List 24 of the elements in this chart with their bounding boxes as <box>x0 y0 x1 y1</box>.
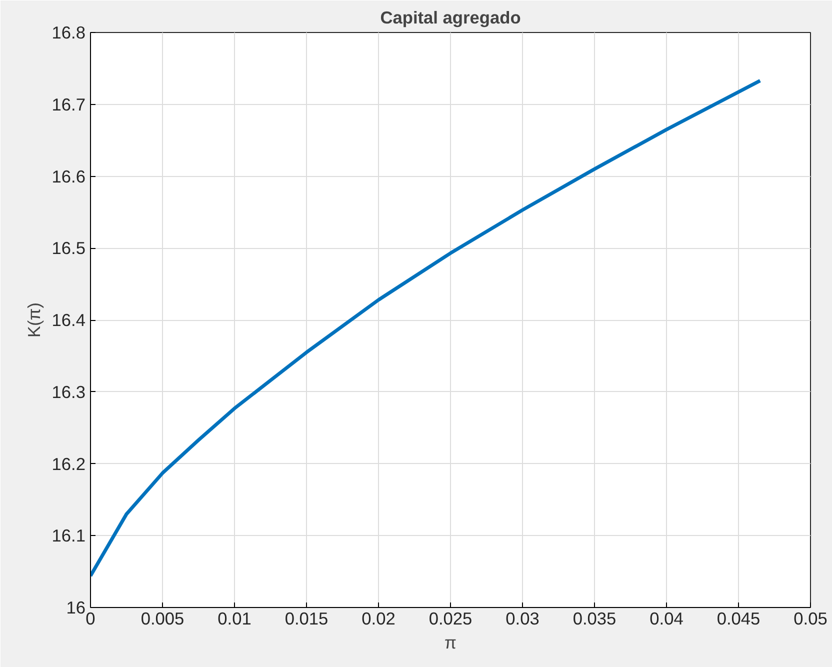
y-tick-label: 16.4 <box>52 310 86 330</box>
line-series <box>90 78 762 578</box>
x-tick-label: 0.015 <box>284 608 328 628</box>
y-tick-label: 16.2 <box>52 454 86 474</box>
x-tick-label: 0.05 <box>794 608 828 628</box>
x-tick-label: 0.02 <box>362 608 396 628</box>
x-tick-label: 0.03 <box>506 608 540 628</box>
y-tick-label: 16 <box>66 598 86 618</box>
x-tick-label: 0.04 <box>650 608 684 628</box>
y-tick-label: 16.6 <box>52 166 86 186</box>
x-tick-label: 0.005 <box>140 608 184 628</box>
x-tick-label: 0.035 <box>572 608 616 628</box>
x-tick-label: 0.025 <box>428 608 472 628</box>
x-tick-label: 0.045 <box>716 608 760 628</box>
chart-title: Capital agregado <box>380 8 521 28</box>
x-tick-label: 0.01 <box>218 608 252 628</box>
y-tick-label: 16.8 <box>52 22 86 42</box>
y-tick-label: 16.5 <box>52 238 86 258</box>
y-tick-label: 16.7 <box>52 94 86 114</box>
x-axis-title: π <box>444 632 457 652</box>
y-tick-label: 16.3 <box>52 382 86 402</box>
x-tick-label: 0 <box>86 608 96 628</box>
y-axis-title: K(π) <box>24 302 44 338</box>
y-tick-label: 16.1 <box>52 526 86 546</box>
